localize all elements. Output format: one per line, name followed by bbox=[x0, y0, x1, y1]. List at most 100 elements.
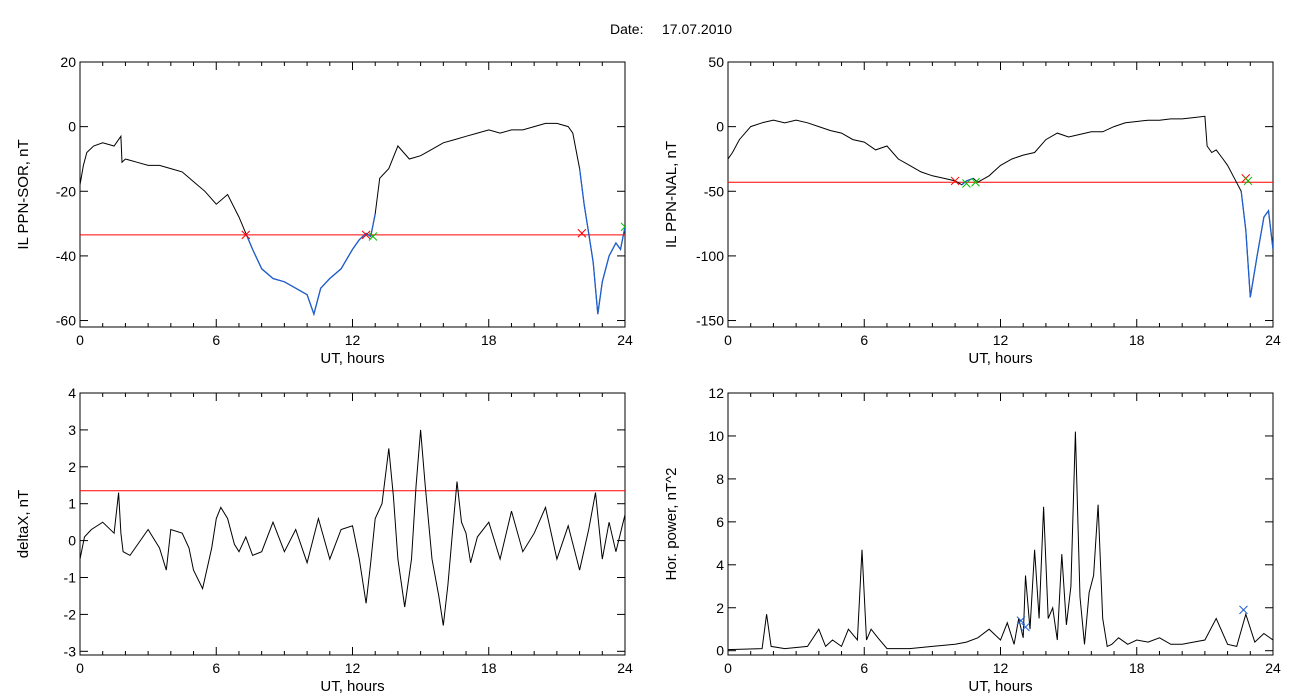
chart-panel-1: 0 6 12 18 24 -60 -40 -20 0 20 UT, hours IL PPN-SOR,… bbox=[15, 54, 633, 367]
x-tick-label: 0 bbox=[724, 332, 732, 348]
y-tick-label: 1 bbox=[68, 496, 76, 512]
x-tick-label: 6 bbox=[860, 660, 868, 676]
y-tick-label: 0 bbox=[716, 119, 724, 135]
y-tick-label: 12 bbox=[708, 385, 724, 401]
event-start-marker bbox=[950, 176, 960, 186]
y-tick-label: -40 bbox=[56, 248, 76, 264]
highlight-segment bbox=[1240, 191, 1273, 298]
plot-frame bbox=[727, 392, 1274, 656]
power-peak-marker bbox=[1016, 616, 1026, 625]
event-start-marker-stroke-b bbox=[950, 176, 960, 186]
y-axis-label: IL PPN-SOR, nT bbox=[15, 139, 32, 249]
y-axis-label: deltaX, nT bbox=[15, 490, 32, 558]
y-tick-label: -2 bbox=[64, 606, 77, 622]
y-tick-label: -100 bbox=[696, 248, 724, 264]
y-tick-label: 10 bbox=[708, 428, 724, 444]
series-line bbox=[80, 429, 625, 626]
event-end-marker bbox=[620, 222, 625, 232]
x-tick-label: 18 bbox=[1129, 332, 1145, 348]
y-tick-label: 6 bbox=[716, 514, 724, 530]
y-tick-label: -3 bbox=[64, 643, 77, 659]
y-tick-label: -50 bbox=[704, 183, 724, 199]
series-line bbox=[80, 122, 625, 316]
y-tick-label: -150 bbox=[696, 313, 724, 329]
x-tick-label: 6 bbox=[212, 332, 220, 348]
y-tick-label: 2 bbox=[68, 459, 76, 475]
x-tick-label: 18 bbox=[1129, 660, 1145, 676]
x-axis-label: UT, hours bbox=[968, 350, 1032, 367]
event-start-marker bbox=[577, 228, 587, 238]
chart-panel-2: 0 6 12 18 24 -150 -100 -50 0 50 UT, hours IL PPN-NA… bbox=[663, 54, 1281, 367]
y-tick-label: 50 bbox=[708, 54, 724, 70]
highlight-segment bbox=[578, 168, 625, 315]
y-tick-label: 0 bbox=[68, 119, 76, 135]
plot-area bbox=[80, 122, 625, 317]
x-tick-label: 24 bbox=[1265, 332, 1281, 348]
x-axis-label: UT, hours bbox=[968, 678, 1032, 695]
x-axis-label: UT, hours bbox=[320, 678, 384, 695]
series-line bbox=[728, 115, 1273, 298]
plot-area bbox=[728, 115, 1273, 298]
y-tick-label: -1 bbox=[64, 570, 77, 586]
x-tick-label: 6 bbox=[212, 660, 220, 676]
x-tick-label: 6 bbox=[860, 332, 868, 348]
event-end-marker-stroke-b bbox=[971, 177, 980, 187]
y-tick-label: 0 bbox=[68, 533, 76, 549]
event-end-marker bbox=[1243, 176, 1253, 186]
highlight-segment bbox=[961, 177, 974, 186]
y-tick-label: -60 bbox=[56, 313, 76, 329]
y-axis-label: IL PPN-NAL, nT bbox=[663, 141, 680, 248]
x-tick-label: 0 bbox=[76, 660, 84, 676]
event-start-marker bbox=[361, 230, 371, 240]
x-tick-label: 18 bbox=[481, 660, 497, 676]
x-tick-label: 18 bbox=[481, 332, 497, 348]
y-tick-label: 4 bbox=[68, 385, 76, 401]
x-tick-label: 12 bbox=[993, 660, 1009, 676]
y-tick-label: -20 bbox=[56, 183, 76, 199]
x-tick-label: 12 bbox=[993, 332, 1009, 348]
x-axis-label: UT, hours bbox=[320, 350, 384, 367]
y-tick-label: 4 bbox=[716, 557, 724, 573]
y-tick-label: 20 bbox=[60, 54, 76, 70]
power-peak-marker bbox=[1021, 622, 1030, 632]
x-tick-label: 0 bbox=[76, 332, 84, 348]
y-axis-label: Hor. power, nT^2 bbox=[663, 468, 680, 581]
power-peak-marker-stroke-b bbox=[1021, 622, 1030, 632]
event-end-marker-stroke-b bbox=[1243, 176, 1253, 186]
x-tick-label: 12 bbox=[345, 332, 361, 348]
event-end-marker bbox=[962, 179, 971, 188]
x-tick-label: 24 bbox=[1265, 660, 1281, 676]
x-tick-label: 24 bbox=[617, 660, 633, 676]
event-end-marker bbox=[368, 232, 378, 241]
power-peak-marker-stroke-b bbox=[1016, 616, 1026, 625]
plot-area bbox=[80, 429, 625, 626]
y-tick-label: 3 bbox=[68, 422, 76, 438]
date-label: Date: bbox=[610, 21, 643, 37]
highlight-segment bbox=[245, 213, 376, 317]
y-tick-label: 0 bbox=[716, 643, 724, 659]
series-line bbox=[728, 431, 1273, 651]
event-end-marker-stroke-a bbox=[620, 222, 625, 228]
x-tick-label: 24 bbox=[617, 332, 633, 348]
event-start-marker-stroke-b bbox=[241, 230, 251, 240]
event-end-marker-stroke-b bbox=[620, 226, 625, 232]
plot-area bbox=[728, 431, 1273, 651]
power-peak-marker bbox=[1239, 605, 1248, 615]
power-peak-marker-stroke-b bbox=[1239, 605, 1248, 615]
event-end-marker-stroke-b bbox=[962, 179, 971, 188]
x-tick-label: 12 bbox=[345, 660, 361, 676]
event-start-marker-stroke-b bbox=[577, 228, 587, 238]
event-start-marker-stroke-b bbox=[361, 230, 371, 240]
event-end-marker bbox=[971, 177, 980, 187]
event-start-marker bbox=[241, 230, 251, 240]
plot-frame bbox=[79, 392, 626, 656]
x-tick-label: 0 bbox=[724, 660, 732, 676]
date-value: 17.07.2010 bbox=[662, 21, 732, 37]
y-tick-label: 2 bbox=[716, 600, 724, 616]
plot-frame bbox=[79, 61, 626, 328]
plot-frame bbox=[727, 61, 1274, 328]
